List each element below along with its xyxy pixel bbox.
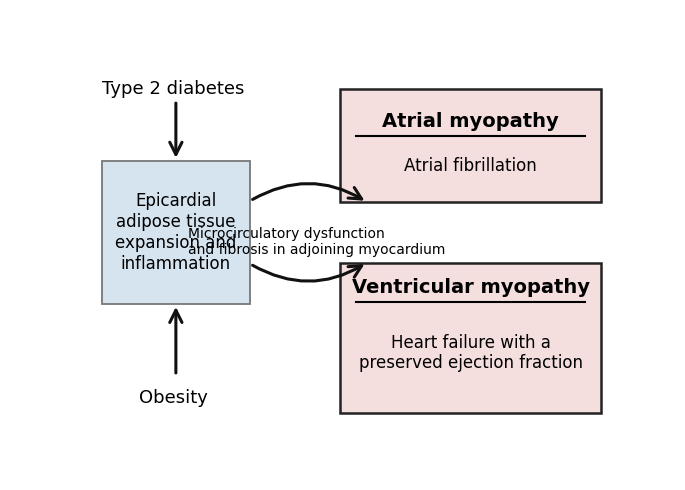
Text: Heart failure with a
preserved ejection fraction: Heart failure with a preserved ejection … (358, 334, 582, 372)
Text: Epicardial
adipose tissue
expansion and
inflammation: Epicardial adipose tissue expansion and … (115, 192, 236, 272)
FancyBboxPatch shape (340, 89, 601, 202)
Text: Microcirculatory dysfunction
and fibrosis in adjoining myocardium: Microcirculatory dysfunction and fibrosi… (188, 227, 445, 257)
Text: Atrial fibrillation: Atrial fibrillation (404, 157, 537, 175)
Text: Atrial myopathy: Atrial myopathy (382, 112, 559, 130)
FancyBboxPatch shape (101, 161, 250, 304)
Text: Type 2 diabetes: Type 2 diabetes (101, 80, 244, 98)
Text: Obesity: Obesity (138, 390, 208, 407)
FancyBboxPatch shape (340, 263, 601, 414)
Text: Ventricular myopathy: Ventricular myopathy (351, 277, 590, 296)
